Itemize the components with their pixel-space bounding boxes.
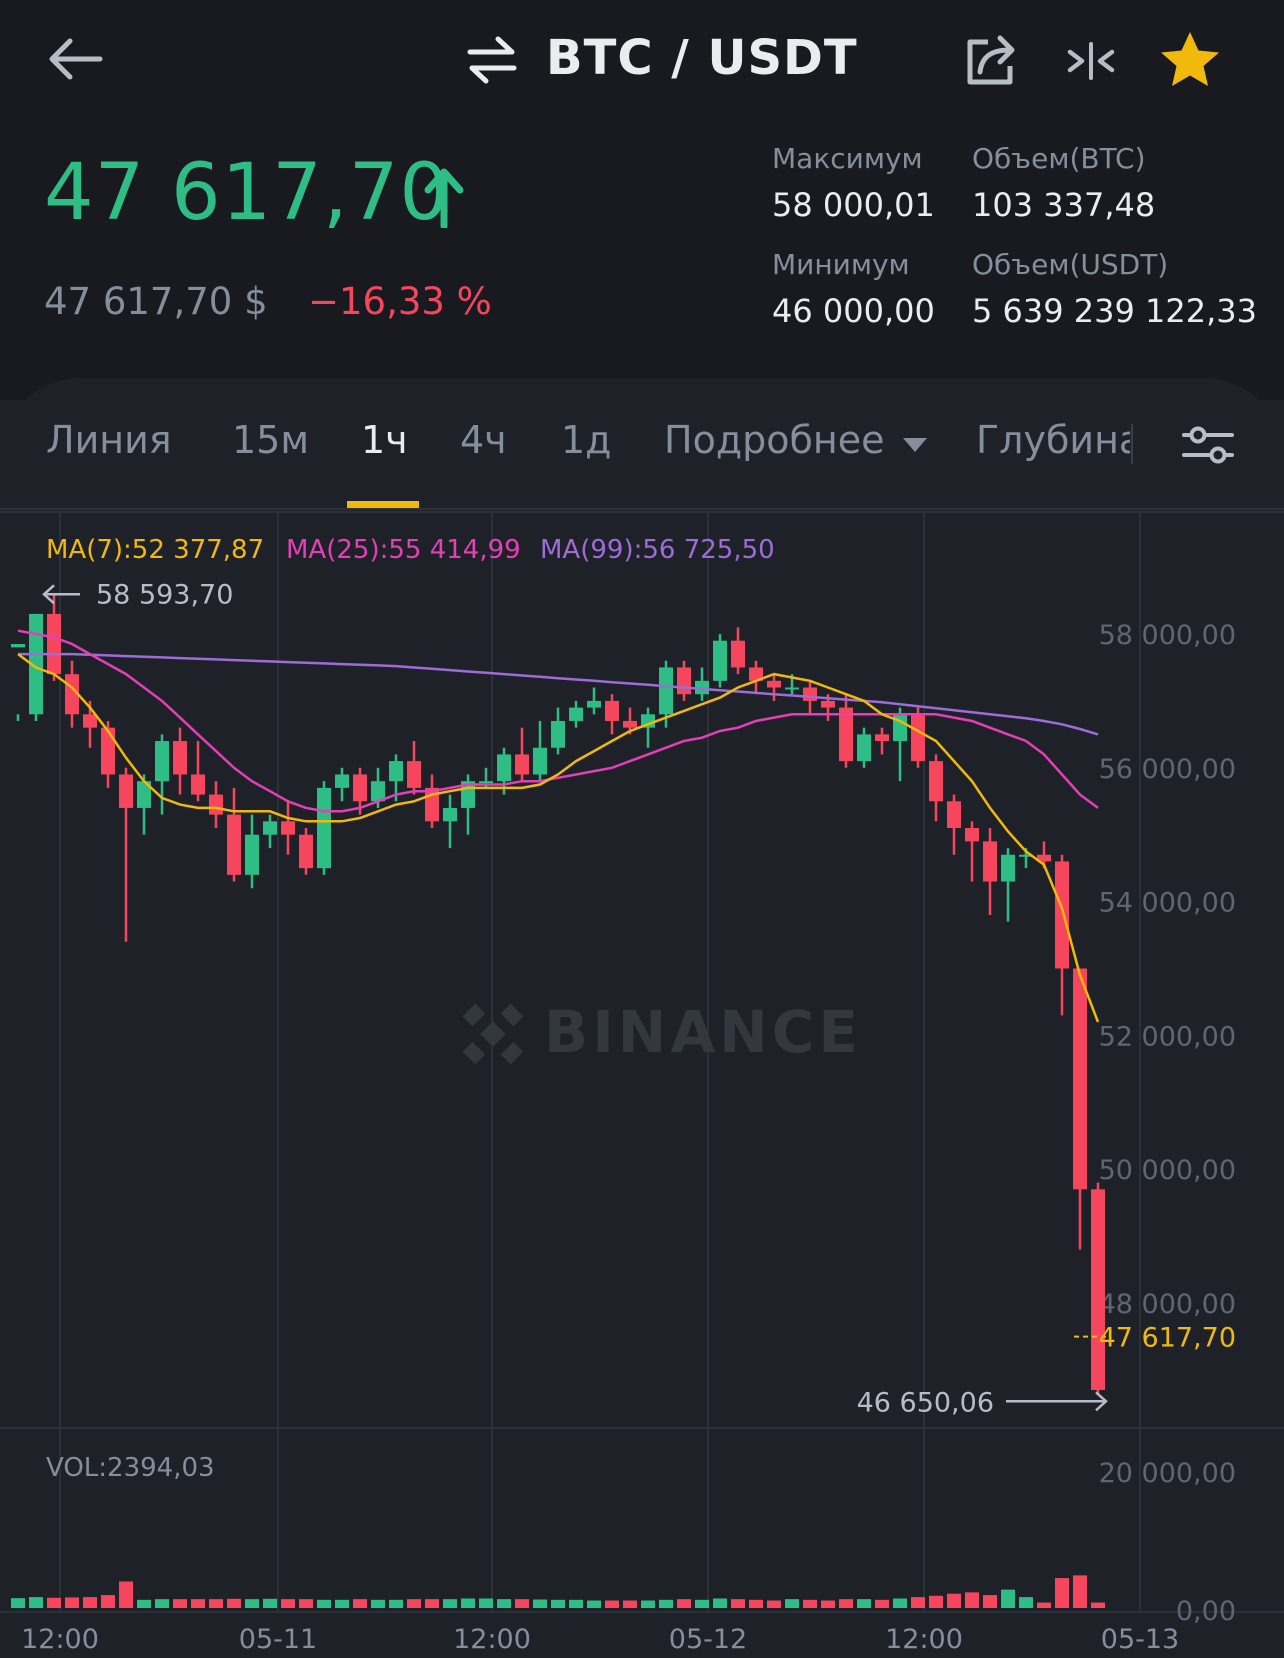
volume-btc-label: Объем(BTC) [972,142,1146,175]
tab-1h[interactable]: 1ч [361,418,408,462]
low-value: 46 000,00 [772,292,935,330]
pair-title[interactable]: BTC / USDT [546,30,858,86]
split-view-icon[interactable] [1066,36,1116,86]
price-up-arrow-icon [424,168,464,228]
tab-1d[interactable]: 1д [561,418,612,462]
last-price: 47 617,70 [44,148,450,238]
tab-depth[interactable]: Глубина [976,418,1130,462]
tab-divider [1131,424,1133,464]
back-arrow-icon[interactable] [44,34,104,84]
swap-icon[interactable] [466,34,518,86]
interval-tabs: Линия 15м 1ч 4ч 1д Подробнее Глубина [0,378,1284,510]
tab-15m[interactable]: 15м [232,418,310,462]
tab-4h[interactable]: 4ч [460,418,507,462]
chart-settings-icon[interactable] [1182,422,1234,468]
dropdown-caret-icon [903,438,927,452]
change-percent: −16,33 % [308,280,492,323]
volume-btc-value: 103 337,48 [972,186,1156,224]
active-tab-indicator [347,501,419,508]
tab-line[interactable]: Линия [46,418,172,462]
tab-more[interactable]: Подробнее [664,418,885,462]
chart-panel: Линия 15м 1ч 4ч 1д Подробнее Глубина [0,378,1284,1658]
volume-usdt-label: Объем(USDT) [972,248,1169,281]
low-label: Минимум [772,248,910,281]
share-icon[interactable] [964,32,1020,88]
star-icon[interactable] [1158,28,1222,92]
high-value: 58 000,01 [772,186,935,224]
price-usd: 47 617,70 $ [44,280,268,323]
volume-usdt-value: 5 639 239 122,33 [972,292,1257,330]
ticker-header: BTC / USDT 47 617,70 47 617,70 $ −16,33 … [0,0,1284,400]
high-label: Максимум [772,142,923,175]
